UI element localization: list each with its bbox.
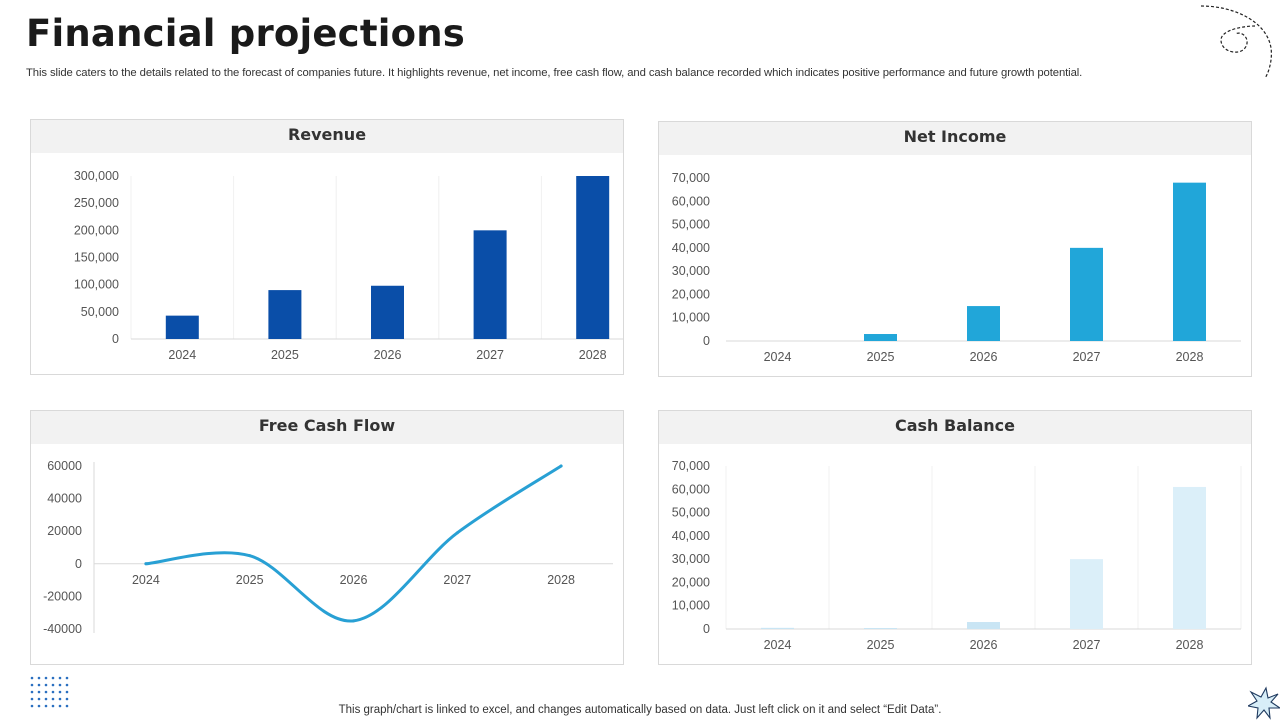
bar-2025[interactable]	[864, 628, 897, 629]
x-tick-label: 2026	[374, 348, 402, 362]
y-tick-label: 100,000	[74, 278, 119, 292]
y-tick-label: 0	[75, 557, 82, 571]
bar-2024[interactable]	[165, 315, 199, 339]
x-tick-label: 2024	[132, 573, 160, 587]
cash-balance-chart-panel: Cash Balance 0 10,000 20,000 30,000 40,000 50…	[658, 410, 1252, 665]
bar-2025[interactable]	[864, 334, 897, 341]
y-tick-label: 40,000	[672, 529, 710, 543]
y-tick-label: -40000	[43, 622, 82, 636]
y-tick-label: 60,000	[672, 482, 710, 496]
page-subtitle: This slide caters to the details related…	[26, 67, 1083, 79]
x-tick-label: 2027	[1073, 350, 1101, 364]
bar-2027[interactable]	[1070, 559, 1103, 629]
line-point-2028[interactable]	[559, 464, 563, 468]
x-tick-label: 2027	[1073, 638, 1101, 652]
x-tick-label: 2026	[340, 573, 368, 587]
decorative-dot-grid-icon	[30, 676, 69, 708]
x-tick-label: 2025	[236, 573, 264, 587]
x-tick-label: 2025	[867, 350, 895, 364]
y-tick-label: 10,000	[672, 311, 710, 325]
x-tick-label: 2024	[764, 350, 792, 364]
bar-2027[interactable]	[473, 230, 507, 339]
bar-2026[interactable]	[967, 306, 1000, 341]
x-tick-label: 2027	[443, 573, 471, 587]
y-tick-label: 50,000	[672, 218, 710, 232]
bar-2026[interactable]	[967, 622, 1000, 629]
page-title: Financial projections	[26, 12, 465, 55]
free-cash-flow-chart-title: Free Cash Flow	[31, 411, 623, 444]
revenue-chart[interactable]: 0 50,000 100,000 150,000 200,000 250,000 300,0…	[31, 120, 623, 374]
y-tick-label: 10,000	[672, 599, 710, 613]
y-tick-label: 30,000	[672, 552, 710, 566]
line-point-2025[interactable]	[248, 554, 252, 558]
y-tick-label: 40000	[47, 492, 82, 506]
y-tick-label: 150,000	[74, 251, 119, 265]
bar-2027[interactable]	[1070, 247, 1103, 341]
x-tick-label: 2027	[476, 348, 504, 362]
y-tick-label: 0	[703, 334, 710, 348]
x-tick-label: 2026	[970, 638, 998, 652]
y-tick-label: 50,000	[81, 305, 119, 319]
net-income-chart-panel: Net Income 0 10,000 20,000 30,000 40,000 50,0…	[658, 121, 1252, 377]
decorative-loop-icon	[1200, 5, 1272, 79]
x-tick-label: 2024	[764, 638, 792, 652]
y-tick-label: 60,000	[672, 194, 710, 208]
x-tick-label: 2028	[1176, 638, 1204, 652]
x-tick-label: 2024	[168, 348, 196, 362]
cash-balance-chart[interactable]: 0 10,000 20,000 30,000 40,000 50,000 60,000 70,…	[659, 411, 1251, 664]
line-point-2027[interactable]	[455, 531, 459, 535]
line-point-2026[interactable]	[352, 619, 355, 623]
x-tick-label: 2028	[579, 348, 607, 362]
y-tick-label: 70,000	[672, 171, 710, 185]
y-tick-label: 250,000	[74, 196, 119, 210]
y-tick-label: 300,000	[74, 169, 119, 183]
y-tick-label: 20,000	[672, 287, 710, 301]
bar-2024[interactable]	[761, 627, 794, 629]
x-tick-label: 2026	[970, 350, 998, 364]
line-point-2024[interactable]	[144, 562, 148, 566]
x-tick-label: 2025	[867, 638, 895, 652]
y-tick-label: 20,000	[672, 575, 710, 589]
revenue-chart-title: Revenue	[31, 120, 623, 153]
bar-2028[interactable]	[576, 176, 610, 339]
net-income-chart[interactable]: 0 10,000 20,000 30,000 40,000 50,000 60,000 70,…	[659, 122, 1251, 376]
x-tick-label: 2028	[1176, 350, 1204, 364]
free-cash-flow-chart[interactable]: -40000 -20000 0 20000 40000 60000 2024 2025 2026…	[31, 411, 623, 664]
cash-balance-chart-title: Cash Balance	[659, 411, 1251, 444]
x-tick-label: 2025	[271, 348, 299, 362]
bar-2028[interactable]	[1173, 182, 1206, 341]
revenue-chart-panel: Revenue 0 50,000 100,000 150,000 200,000 250,…	[30, 119, 624, 375]
bar-2025[interactable]	[268, 290, 302, 339]
y-tick-label: 40,000	[672, 241, 710, 255]
bar-2026[interactable]	[371, 285, 404, 339]
y-tick-label: 200,000	[74, 223, 119, 237]
y-tick-label: 70,000	[672, 459, 710, 473]
y-tick-label: 60000	[47, 459, 82, 473]
y-tick-label: 0	[112, 332, 119, 346]
bar-2028[interactable]	[1173, 486, 1206, 629]
free-cash-flow-line[interactable]	[144, 464, 563, 623]
y-tick-label: 30,000	[672, 264, 710, 278]
y-tick-label: -20000	[43, 589, 82, 603]
y-tick-label: 50,000	[672, 506, 710, 520]
footer-note: This graph/chart is linked to excel, and…	[338, 704, 942, 716]
decorative-starburst-icon	[1248, 686, 1280, 720]
y-tick-label: 20000	[47, 524, 82, 538]
y-tick-label: 0	[703, 622, 710, 636]
free-cash-flow-chart-panel: Free Cash Flow -40000 -20000 0 20000 40000 60…	[30, 410, 624, 665]
x-tick-label: 2028	[547, 573, 575, 587]
net-income-chart-title: Net Income	[659, 122, 1251, 155]
